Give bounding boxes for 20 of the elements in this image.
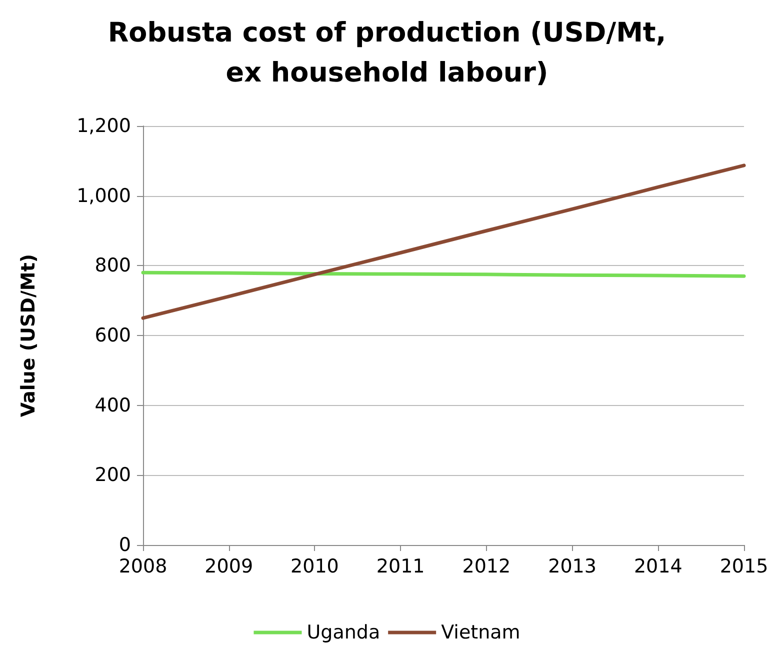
x-tick-label: 2013 — [548, 556, 596, 578]
x-tick-label: 2014 — [634, 556, 682, 578]
x-tick-label: 2012 — [462, 556, 511, 578]
y-tick-label: 1,200 — [76, 115, 131, 137]
x-tick-label: 2009 — [204, 556, 254, 578]
legend-label: Uganda — [306, 622, 380, 644]
x-tick-label: 2011 — [376, 556, 425, 578]
line-series — [141, 164, 746, 320]
y-tick-label: 400 — [94, 394, 131, 416]
x-tick-label: 2010 — [290, 556, 339, 578]
x-tick-label: 2015 — [720, 556, 768, 578]
y-tick-label: 800 — [94, 254, 131, 277]
y-tick-label: 600 — [94, 324, 131, 346]
chart-title: Robusta cost of production (USD/Mt, ex household labour) — [108, 18, 666, 88]
y-tick-label: 0 — [118, 534, 131, 556]
x-tick-label: 2008 — [118, 556, 168, 578]
legend-label: Vietnam — [441, 622, 520, 644]
y-tick-label: 1,000 — [76, 184, 131, 207]
y-tick-label: 200 — [94, 464, 131, 486]
y-axis-title: Value (USD/Mt) — [18, 254, 40, 418]
